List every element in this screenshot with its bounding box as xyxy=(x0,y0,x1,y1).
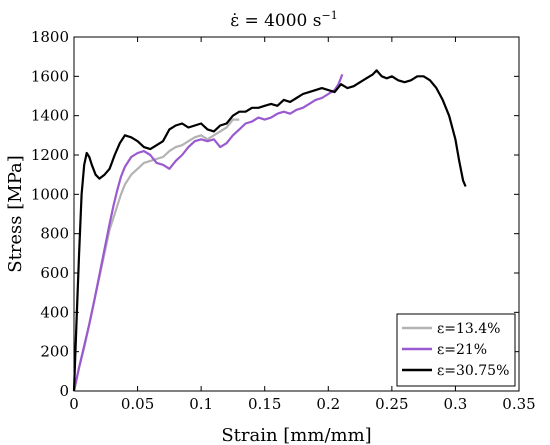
chart-title-text: ε̇ = 4000 s−1 xyxy=(230,9,337,31)
x-tick-label: 0 xyxy=(69,395,79,413)
x-tick-label: 0.15 xyxy=(248,395,281,413)
x-tick-label: 0.05 xyxy=(121,395,154,413)
y-tick-label: 800 xyxy=(40,225,69,243)
x-tick-label: 0.35 xyxy=(502,395,535,413)
legend-entry-label: ε=30.75% xyxy=(437,363,509,379)
data-series xyxy=(72,69,467,392)
chart-title-superscript: −1 xyxy=(322,9,338,22)
series-line xyxy=(72,69,467,392)
y-tick-label: 1000 xyxy=(31,185,69,203)
series-line xyxy=(72,74,344,392)
legend-entry-label: ε=21% xyxy=(437,342,487,358)
axis-ticks: 0 0.05 0.1 0.15 0.2 0.25 0.3 0.35 0 200 400 600 800 1… xyxy=(31,28,536,413)
chart-title: ε̇ = 4000 s−1 xyxy=(230,9,337,31)
y-tick-label: 1200 xyxy=(31,146,69,164)
y-tick-label: 0 xyxy=(59,382,69,400)
legend-entry-label: ε=13.4% xyxy=(437,321,500,337)
x-tick-label: 0.3 xyxy=(443,395,467,413)
y-tick-label: 200 xyxy=(40,343,69,361)
y-tick-label: 600 xyxy=(40,264,69,282)
legend: ε=13.4% ε=21% ε=30.75% xyxy=(396,313,516,387)
x-tick-label: 0.1 xyxy=(189,395,213,413)
y-tick-label: 1600 xyxy=(31,67,69,85)
y-axis-label: Stress [MPa] xyxy=(5,155,26,273)
plot-area-frame xyxy=(73,36,520,392)
x-tick-label: 0.2 xyxy=(316,395,340,413)
x-axis-label: Strain [mm/mm] xyxy=(221,425,371,445)
series-line xyxy=(72,118,240,392)
y-tick-label: 400 xyxy=(40,303,69,321)
x-tick-label: 0.25 xyxy=(375,395,408,413)
chart-title-main: ε̇ = 4000 s xyxy=(230,11,321,31)
y-tick-label: 1400 xyxy=(31,107,69,125)
y-tick-label: 1800 xyxy=(31,28,69,46)
